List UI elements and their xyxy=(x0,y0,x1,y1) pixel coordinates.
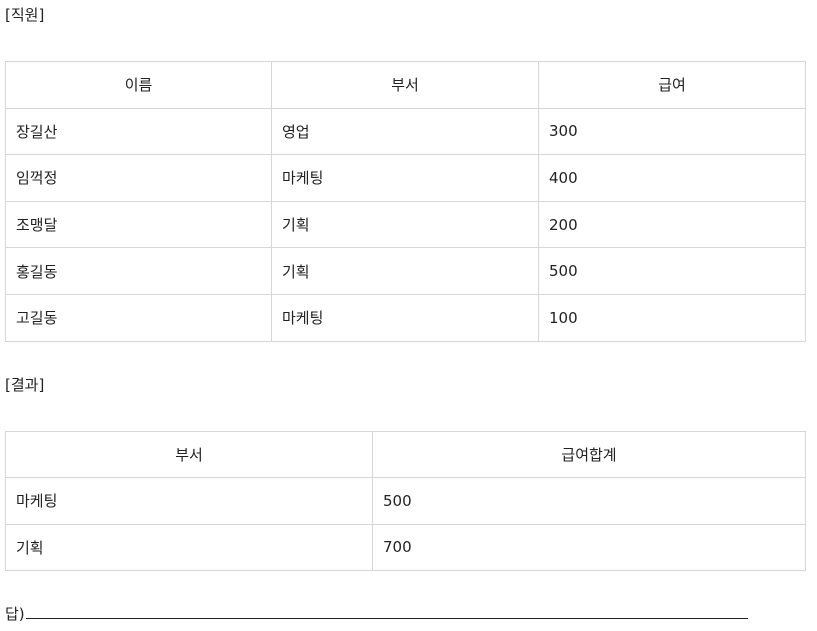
cell-name: 조맹달 xyxy=(5,200,272,249)
table-row: 조맹달 기획 200 xyxy=(5,200,806,249)
column-header-salary-total: 급여합계 xyxy=(372,430,806,479)
table-row: 기획 700 xyxy=(5,523,806,571)
cell-name: 홍길동 xyxy=(5,247,272,295)
column-header-department: 부서 xyxy=(5,430,373,479)
cell-salary: 200 xyxy=(538,200,806,249)
table-row: 고길동 마케팅 100 xyxy=(5,293,806,342)
cell-department: 기획 xyxy=(271,247,539,295)
table-row: 장길산 영업 300 xyxy=(5,107,806,156)
answer-blank xyxy=(25,602,748,619)
table-row: 홍길동 기획 500 xyxy=(5,247,806,295)
cell-salary: 100 xyxy=(538,293,806,342)
table-header-row: 부서 급여합계 xyxy=(5,430,806,479)
column-header-salary: 급여 xyxy=(538,61,806,109)
employee-table: 이름 부서 급여 장길산 영업 300 임꺽정 마케팅 400 조맹달 기획 2… xyxy=(5,61,806,342)
cell-department: 마케팅 xyxy=(271,154,539,202)
cell-name: 장길산 xyxy=(5,107,272,156)
result-table-title: [결과] xyxy=(5,376,45,394)
cell-salary-total: 500 xyxy=(372,477,806,525)
table-header-row: 이름 부서 급여 xyxy=(5,61,806,109)
cell-department: 기획 xyxy=(5,523,373,571)
cell-salary: 400 xyxy=(538,154,806,202)
answer-prefix: 답) xyxy=(5,605,25,623)
cell-salary: 300 xyxy=(538,107,806,156)
cell-salary-total: 700 xyxy=(372,523,806,571)
cell-salary: 500 xyxy=(538,247,806,295)
cell-name: 임꺽정 xyxy=(5,154,272,202)
column-header-department: 부서 xyxy=(271,61,539,109)
cell-department: 마케팅 xyxy=(5,477,373,525)
cell-department: 기획 xyxy=(271,200,539,249)
cell-name: 고길동 xyxy=(5,293,272,342)
cell-department: 마케팅 xyxy=(271,293,539,342)
table-row: 임꺽정 마케팅 400 xyxy=(5,154,806,202)
answer-line: 답) xyxy=(5,602,748,625)
cell-department: 영업 xyxy=(271,107,539,156)
employee-table-title: [직원] xyxy=(5,6,45,24)
table-row: 마케팅 500 xyxy=(5,477,806,525)
result-table: 부서 급여합계 마케팅 500 기획 700 xyxy=(5,430,806,571)
column-header-name: 이름 xyxy=(5,61,272,109)
